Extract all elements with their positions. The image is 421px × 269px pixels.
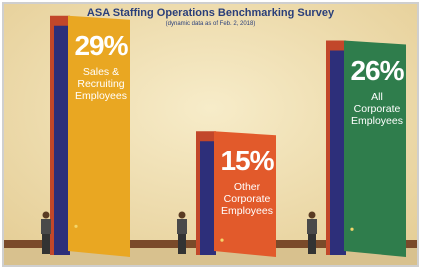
chart-subtitle: (dynamic data as of Feb. 2, 2018) bbox=[0, 21, 421, 27]
person-head bbox=[179, 212, 186, 219]
infographic: ASA Staffing Operations Benchmarking Sur… bbox=[0, 0, 421, 269]
category-label: Other Corporate Employees bbox=[218, 181, 276, 217]
value-label: 15% bbox=[216, 145, 278, 177]
person-legs bbox=[42, 234, 50, 254]
door-knob bbox=[220, 239, 223, 242]
person-body bbox=[177, 219, 187, 234]
door-opening bbox=[330, 51, 346, 256]
person-legs bbox=[308, 234, 316, 254]
value-label: 29% bbox=[70, 30, 132, 62]
chart-title: ASA Staffing Operations Benchmarking Sur… bbox=[0, 7, 421, 19]
door-knob bbox=[74, 225, 77, 228]
door-opening bbox=[200, 141, 216, 255]
door-knob bbox=[350, 228, 353, 231]
door-opening bbox=[54, 26, 70, 255]
value-label: 26% bbox=[346, 55, 408, 87]
person-head bbox=[43, 212, 50, 219]
person-body bbox=[307, 219, 317, 234]
person-head bbox=[309, 212, 316, 219]
person-body bbox=[41, 219, 51, 234]
person-legs bbox=[178, 234, 186, 254]
chart bbox=[0, 0, 421, 269]
category-label: All Corporate Employees bbox=[348, 91, 406, 127]
category-label: Sales & Recruiting Employees bbox=[72, 66, 130, 102]
